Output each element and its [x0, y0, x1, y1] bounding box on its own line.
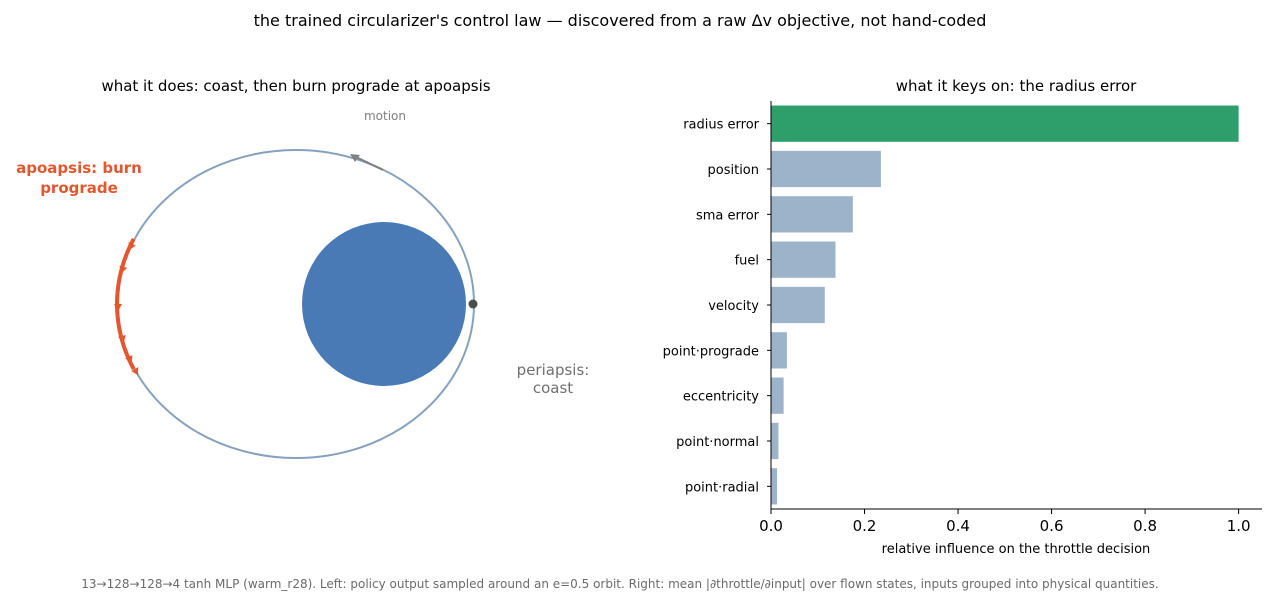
category-label: radius error [683, 118, 759, 133]
burn-arrowhead [128, 242, 136, 251]
burn-arrowhead [118, 335, 126, 343]
category-label: point·radial [685, 480, 759, 495]
burn-arrowhead [125, 355, 133, 364]
bar-fuel [771, 241, 836, 278]
motion-label: motion [364, 109, 406, 123]
bar-position [771, 150, 881, 188]
bar-point-prograde [771, 332, 787, 369]
burn-arrows [114, 238, 139, 376]
category-labels: radius error position sma error fuel velocit… [663, 118, 771, 495]
bar-eccentricity [771, 377, 784, 414]
influence-panel: what it keys on: the radius error radius… [663, 77, 1262, 557]
bar-point-radial [771, 468, 778, 505]
burn-arrowhead [131, 367, 139, 376]
bar-velocity [771, 286, 825, 324]
x-ticks: 0.0 0.2 0.4 0.6 0.8 1.0 [759, 509, 1251, 535]
category-label: sma error [696, 208, 760, 223]
bars [771, 105, 1239, 505]
category-label: point·prograde [663, 344, 759, 359]
category-label: point·normal [676, 435, 759, 450]
apoapsis-label: apoapsis: burn prograde [16, 159, 142, 197]
x-tick-label: 0.6 [1040, 517, 1064, 535]
x-tick-label: 0.0 [759, 517, 783, 535]
category-label: velocity [708, 299, 759, 314]
periapsis-marker [468, 299, 478, 309]
x-tick-label: 0.2 [853, 517, 877, 535]
burn-arc [115, 238, 136, 370]
motion-arrow [350, 154, 384, 171]
x-axis-label: relative influence on the throttle decis… [882, 542, 1151, 557]
bar-sma-error [771, 196, 853, 233]
x-tick-label: 0.4 [946, 517, 970, 535]
planet [302, 222, 466, 386]
category-label: eccentricity [683, 390, 759, 405]
figure-title: the trained circularizer's control law —… [254, 11, 987, 30]
influence-panel-title: what it keys on: the radius error [896, 77, 1137, 95]
orbit-panel-title: what it does: coast, then burn prograde … [101, 77, 490, 95]
orbit-panel: what it does: coast, then burn prograde … [16, 77, 590, 459]
burn-arrowhead [114, 303, 122, 311]
x-tick-label: 0.8 [1133, 517, 1157, 535]
burn-arrowhead [119, 265, 128, 274]
category-label: position [708, 163, 760, 178]
x-tick-label: 1.0 [1227, 517, 1251, 535]
periapsis-label: periapsis: coast [517, 361, 590, 397]
bar-radius-error [771, 105, 1239, 142]
category-label: fuel [735, 254, 759, 269]
footnote: 13→128→128→4 tanh MLP (warm_r28). Left: … [81, 577, 1158, 591]
bar-point-normal [771, 422, 779, 460]
